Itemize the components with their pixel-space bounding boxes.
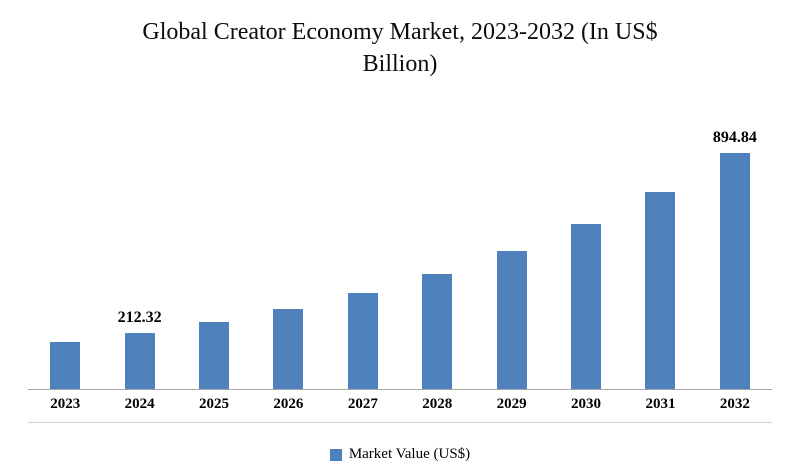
bar-column-2029 bbox=[474, 125, 548, 389]
data-label-2024: 212.32 bbox=[117, 309, 162, 326]
x-tick-2027: 2027 bbox=[347, 396, 378, 412]
bar-column-2025 bbox=[177, 125, 251, 389]
x-tick-2030: 2030 bbox=[571, 396, 602, 412]
legend: Market Value (US$) bbox=[0, 446, 800, 463]
bar-2026 bbox=[273, 309, 304, 389]
x-tick-2023: 2023 bbox=[50, 396, 81, 412]
x-tick-2028: 2028 bbox=[422, 396, 453, 412]
chart-title: Global Creator Economy Market, 2023-2032… bbox=[142, 19, 658, 78]
bar-column-2026 bbox=[251, 125, 325, 389]
bar-2025 bbox=[199, 322, 230, 389]
bar-2027 bbox=[347, 293, 378, 389]
bar-2032 bbox=[719, 153, 750, 389]
bar-2031 bbox=[645, 192, 676, 389]
bar-column-2028 bbox=[400, 125, 474, 389]
bar-column-2027 bbox=[326, 125, 400, 389]
bar-column-2031 bbox=[623, 125, 697, 389]
bar-column-2024: 212.32 bbox=[102, 125, 176, 389]
x-tick-2031: 2031 bbox=[645, 396, 676, 412]
x-tick-2029: 2029 bbox=[496, 396, 527, 412]
x-tick-2024: 2024 bbox=[124, 396, 155, 412]
x-tick-2025: 2025 bbox=[199, 396, 230, 412]
legend-swatch-icon bbox=[329, 448, 342, 461]
bar-2028 bbox=[422, 274, 453, 389]
bar-column-2023 bbox=[28, 125, 102, 389]
legend-label: Market Value (US$) bbox=[348, 446, 471, 462]
bar-2029 bbox=[496, 251, 527, 389]
bar-2024 bbox=[124, 333, 155, 389]
bar-column-2032: 894.84 bbox=[698, 125, 772, 389]
bar-2030 bbox=[571, 224, 602, 389]
plot-area: 212.32 894.84 bbox=[28, 125, 772, 390]
x-axis: 2023 2024 2025 2026 2027 2028 2029 2030 2031 2032 bbox=[28, 396, 772, 423]
bar-column-2030 bbox=[549, 125, 623, 389]
data-label-2032: 894.84 bbox=[712, 129, 757, 146]
bar-2023 bbox=[50, 342, 81, 389]
x-tick-2026: 2026 bbox=[273, 396, 304, 412]
x-tick-2032: 2032 bbox=[719, 396, 750, 412]
